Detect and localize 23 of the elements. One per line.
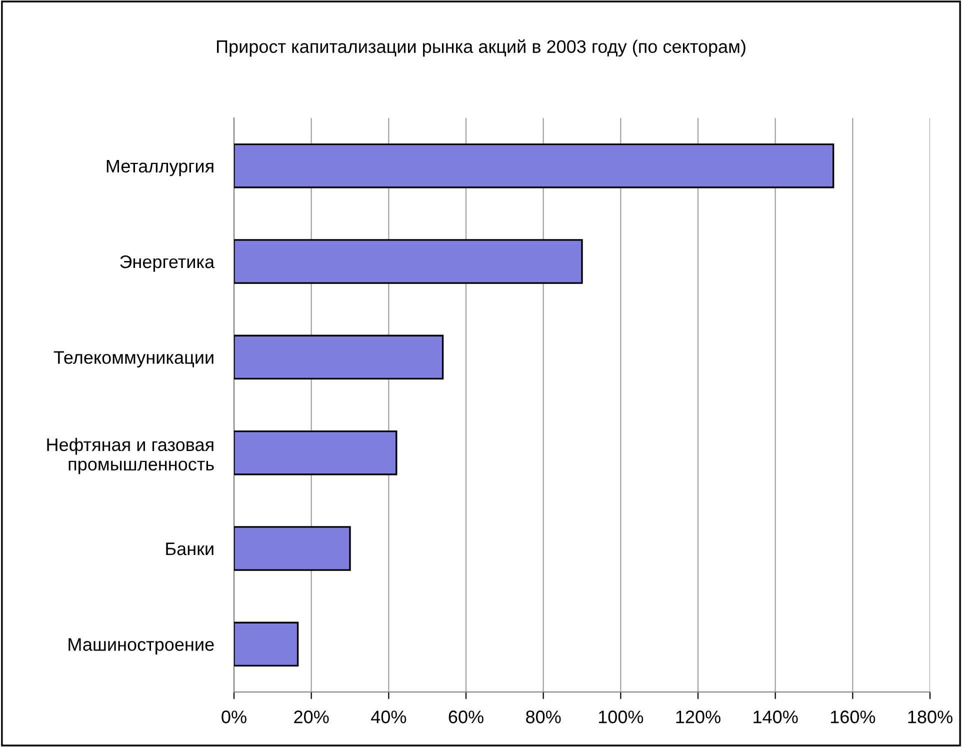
chart-title: Прирост капитализации рынка акций в 2003 году (по секторам) — [217, 39, 746, 57]
bar — [234, 334, 444, 380]
y-tick-label: Банки — [166, 542, 214, 556]
bar — [234, 622, 299, 667]
x-tick-label: 60% — [448, 710, 484, 724]
y-tick-label: Энергетика — [120, 255, 215, 272]
x-tick-label: 120% — [676, 710, 720, 724]
bar — [234, 430, 398, 476]
x-tick-label: 180% — [908, 710, 952, 724]
y-tick-label: Машиностроение — [68, 638, 214, 654]
x-tick-label: 40% — [371, 710, 406, 724]
y-tick-label: Нефтяная и газовая промышленность — [47, 438, 214, 474]
x-tick-label: 80% — [526, 710, 561, 724]
x-tick-label: 100% — [598, 710, 644, 724]
x-tick-label: 0% — [222, 710, 246, 724]
y-tick-label: Телекоммуникации — [54, 351, 214, 368]
bar — [234, 143, 834, 188]
x-tick-label: 140% — [754, 710, 798, 724]
x-tick-label: 20% — [294, 710, 329, 724]
bar — [234, 526, 351, 571]
y-tick-label: Металлургия — [106, 160, 214, 176]
bar — [234, 239, 583, 284]
x-tick-label: 160% — [830, 710, 876, 724]
